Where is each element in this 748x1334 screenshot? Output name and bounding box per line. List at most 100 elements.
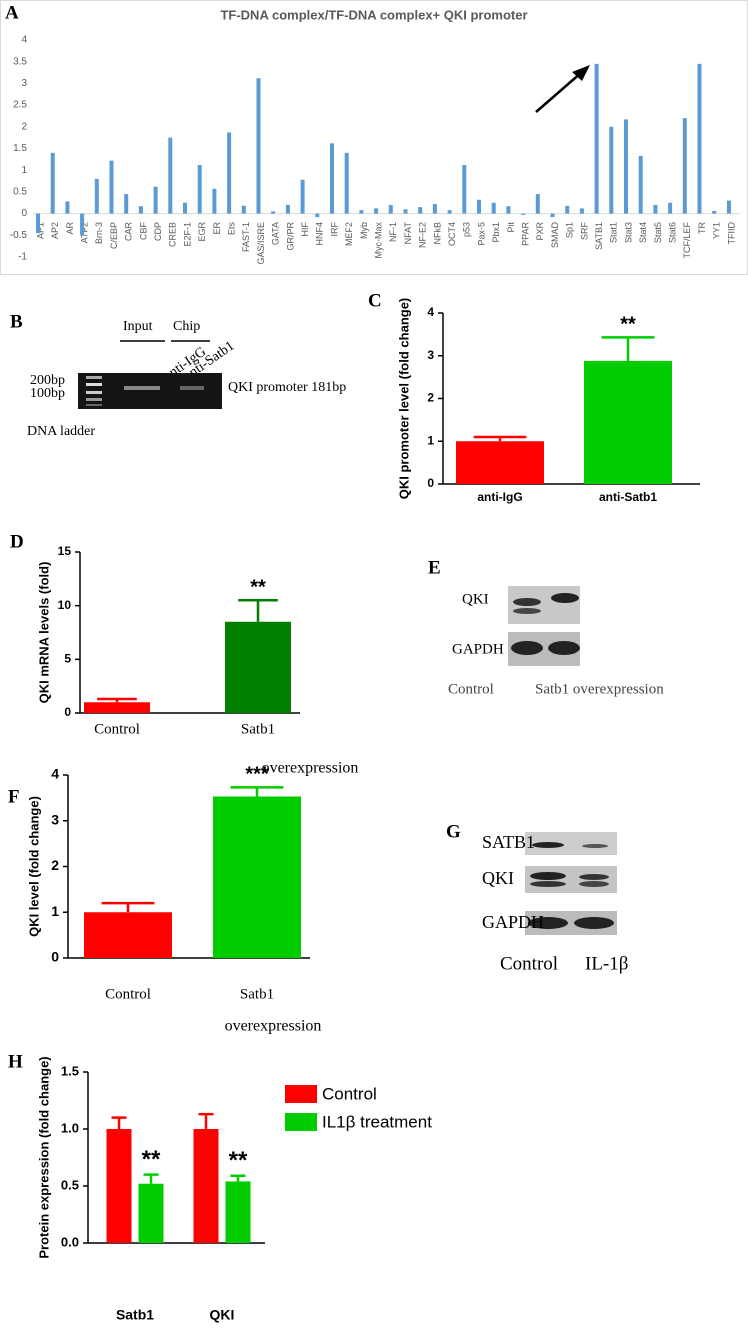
panel-label: B bbox=[10, 311, 23, 332]
lane-label: Control bbox=[448, 681, 494, 697]
x-tick-label: TCF/LEF bbox=[682, 222, 692, 259]
band bbox=[511, 641, 543, 655]
ladder-band bbox=[86, 391, 102, 394]
y-tick-label: 15 bbox=[58, 544, 72, 558]
panel-label: D bbox=[10, 531, 24, 552]
legend-label: Control bbox=[322, 1084, 377, 1103]
bar bbox=[624, 119, 628, 214]
x-tick-label: IRF bbox=[329, 222, 339, 237]
significance: ** bbox=[620, 314, 636, 336]
bar bbox=[359, 210, 364, 214]
gel-band bbox=[180, 386, 204, 390]
x-tick-label: SRF bbox=[579, 221, 589, 240]
error-bar bbox=[198, 1112, 214, 1129]
bar bbox=[388, 204, 393, 214]
bar bbox=[213, 796, 301, 958]
x-tick-label: CBF bbox=[138, 221, 148, 240]
bar bbox=[344, 152, 349, 214]
x-tick-label: TR bbox=[697, 222, 707, 234]
bar bbox=[197, 164, 202, 214]
bar bbox=[138, 206, 143, 214]
ladder-band bbox=[86, 383, 102, 386]
band bbox=[574, 917, 614, 929]
error-bar bbox=[230, 786, 284, 797]
bar bbox=[668, 202, 673, 214]
band bbox=[579, 881, 609, 887]
band bbox=[579, 874, 609, 880]
bar bbox=[712, 210, 717, 214]
row-label: GAPDH bbox=[452, 641, 504, 657]
chart-title: TF-DNA complex/TF-DNA complex+ QKI promo… bbox=[220, 7, 527, 22]
error-bar bbox=[97, 697, 137, 703]
y-tick-label: -0.5 bbox=[10, 230, 28, 241]
legend-label: IL1β treatment bbox=[322, 1112, 432, 1131]
panel-label: C bbox=[368, 290, 382, 311]
panel-label: H bbox=[8, 1051, 23, 1072]
bar bbox=[477, 199, 481, 214]
error-bar bbox=[238, 599, 278, 622]
legend-swatch bbox=[285, 1113, 317, 1131]
bar bbox=[94, 178, 99, 214]
y-tick-label: 3 bbox=[51, 811, 59, 827]
x-tick-label: SATB1 bbox=[594, 222, 604, 250]
band bbox=[548, 641, 580, 655]
x-tick-label: NFAT bbox=[403, 222, 413, 245]
x-axis-label: overexpression bbox=[262, 760, 359, 777]
bar bbox=[256, 78, 261, 214]
x-tick-label: AP1 bbox=[35, 222, 45, 239]
band bbox=[530, 872, 566, 880]
x-tick-label: Brn-3 bbox=[94, 222, 104, 244]
y-tick-label: 10 bbox=[58, 598, 72, 612]
bar bbox=[682, 118, 687, 214]
panel-label: G bbox=[446, 821, 461, 842]
y-tick-label: 4 bbox=[51, 766, 59, 782]
x-tick-label: TFIID bbox=[726, 222, 736, 245]
x-tick-label: QKI bbox=[210, 1307, 235, 1323]
error-bar bbox=[473, 435, 527, 442]
bar bbox=[726, 200, 731, 214]
row-label: QKI bbox=[482, 868, 514, 888]
gel-b: Input Chip anti-IgG anti-Satb1 200bp 100… bbox=[27, 319, 346, 439]
y-axis-label: QKI level (fold change) bbox=[26, 796, 41, 937]
x-tick-label: Stat5 bbox=[653, 222, 663, 243]
panel-label: E bbox=[428, 557, 441, 578]
y-tick-label: 1 bbox=[427, 433, 434, 447]
y-tick-label: 2 bbox=[21, 121, 27, 132]
bar bbox=[193, 1129, 219, 1243]
x-tick-label: Satb1 bbox=[116, 1307, 154, 1323]
bar bbox=[271, 211, 276, 214]
y-tick-label: 0 bbox=[21, 208, 27, 219]
x-tick-label: PPAR bbox=[520, 222, 530, 246]
bar bbox=[550, 213, 555, 218]
x-tick-label: NF-1 bbox=[388, 222, 398, 242]
x-tick-label: GATA bbox=[271, 222, 281, 245]
x-tick-label: Control bbox=[94, 721, 140, 737]
error-bar bbox=[230, 1174, 246, 1182]
bar bbox=[579, 208, 584, 214]
y-tick-label: 3 bbox=[21, 78, 27, 89]
bar bbox=[227, 132, 232, 214]
x-tick-label: Stat1 bbox=[609, 222, 619, 243]
bar bbox=[418, 207, 423, 214]
ladder-band bbox=[86, 376, 102, 379]
x-tick-label: NF-E2 bbox=[418, 222, 428, 248]
bar bbox=[403, 209, 408, 214]
x-tick-label: anti-IgG bbox=[477, 490, 522, 504]
bar bbox=[584, 360, 672, 484]
bar bbox=[521, 213, 526, 215]
x-tick-label: FAST-1 bbox=[241, 222, 251, 252]
x-tick-label: ER bbox=[212, 222, 222, 235]
bar bbox=[653, 204, 658, 214]
x-tick-label: CAR bbox=[124, 222, 134, 242]
y-tick-label: 1 bbox=[21, 165, 27, 176]
bar bbox=[447, 210, 452, 214]
y-tick-label: 5 bbox=[64, 652, 71, 666]
x-tick-label: HIF bbox=[300, 222, 310, 237]
bar bbox=[225, 621, 291, 713]
x-tick-label: Stat4 bbox=[638, 222, 648, 243]
band bbox=[513, 598, 541, 606]
significance: ** bbox=[229, 1147, 248, 1174]
bar bbox=[225, 1181, 251, 1243]
band-label: QKI promoter 181bp bbox=[228, 380, 346, 395]
